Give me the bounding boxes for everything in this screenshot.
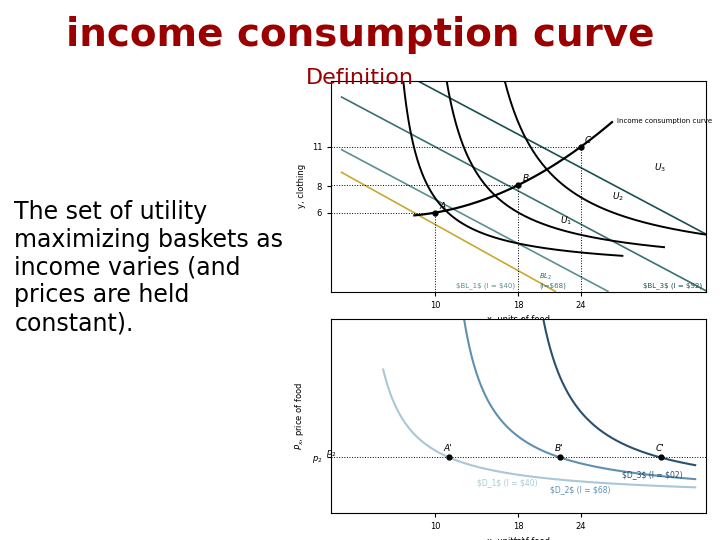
Text: $D_1$ (I = $40): $D_1$ (I = $40) — [477, 478, 537, 487]
Text: $D_3$ (I = $02): $D_3$ (I = $02) — [622, 470, 683, 479]
Text: A: A — [439, 201, 446, 211]
Text: $p_2$: $p_2$ — [326, 448, 336, 458]
X-axis label: x, units of food: x, units of food — [487, 537, 550, 540]
Text: $U_1$: $U_1$ — [560, 214, 572, 227]
Text: B': B' — [555, 443, 564, 453]
Text: $D_2$ (I = $68): $D_2$ (I = $68) — [549, 485, 610, 494]
Text: A': A' — [444, 443, 452, 453]
Text: Income consumption curve: Income consumption curve — [617, 118, 712, 124]
Text: Definition: Definition — [306, 68, 414, 87]
Text: $BL_3$ (I = $92): $BL_3$ (I = $92) — [643, 282, 702, 289]
Text: $U_2$: $U_2$ — [612, 191, 624, 203]
Text: C: C — [585, 136, 591, 145]
Y-axis label: y, clothing: y, clothing — [297, 164, 306, 208]
Text: $BL_2$
(I=$68): $BL_2$ (I=$68) — [539, 272, 566, 289]
X-axis label: x, units of food: x, units of food — [487, 315, 550, 324]
Text: $BL_1$ (I = $40): $BL_1$ (I = $40) — [456, 282, 515, 289]
Y-axis label: $P_x$, price of food: $P_x$, price of food — [293, 382, 306, 450]
Text: income consumption curve: income consumption curve — [66, 16, 654, 54]
Text: B: B — [523, 174, 528, 183]
Text: C': C' — [655, 443, 664, 453]
Text: The set of utility
maximizing baskets as
income varies (and
prices are held
cons: The set of utility maximizing baskets as… — [14, 200, 284, 335]
Text: $U_3$: $U_3$ — [654, 161, 666, 174]
Text: (c): (c) — [512, 536, 525, 540]
Text: (a): (a) — [512, 318, 525, 327]
